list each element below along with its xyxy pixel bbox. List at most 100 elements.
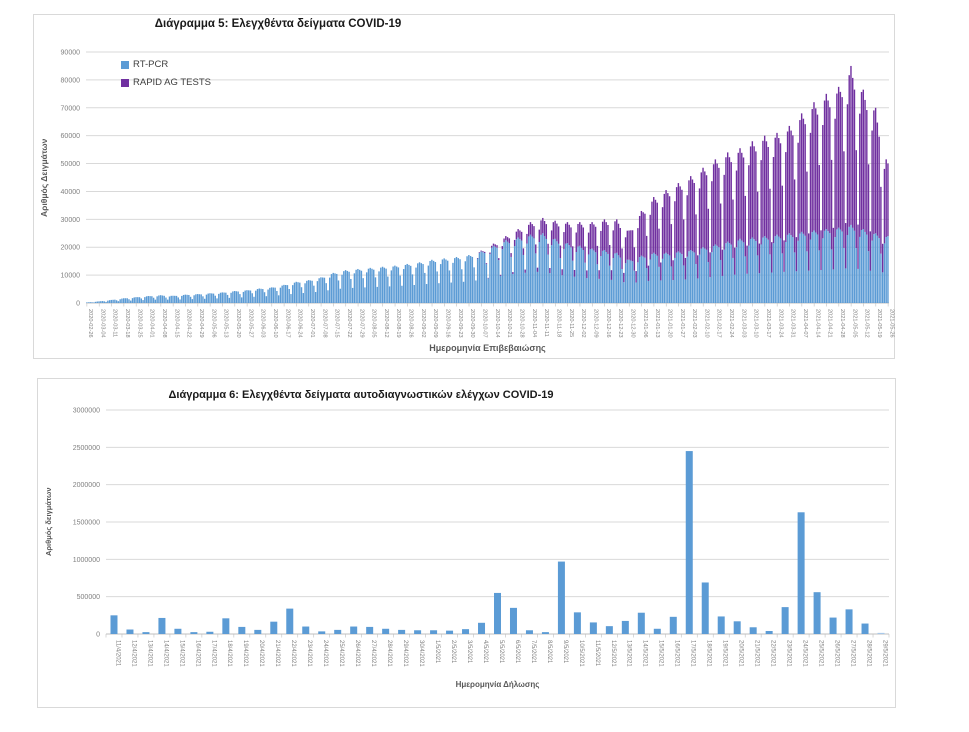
svg-text:26/4/2021: 26/4/2021 xyxy=(354,640,360,667)
svg-text:12/4/2021: 12/4/2021 xyxy=(130,640,136,667)
legend-label-rapid: RAPID AG TESTS xyxy=(133,77,211,88)
svg-text:2020-11-04: 2020-11-04 xyxy=(531,309,537,337)
svg-text:2021-05-05: 2021-05-05 xyxy=(851,309,857,338)
svg-text:2021-01-13: 2021-01-13 xyxy=(654,309,660,338)
svg-text:2021-05-26: 2021-05-26 xyxy=(888,309,894,338)
svg-text:3000000: 3000000 xyxy=(73,408,100,415)
svg-text:23/4/2021: 23/4/2021 xyxy=(306,640,312,667)
svg-text:2020-04-29: 2020-04-29 xyxy=(198,309,204,338)
svg-text:24/4/2021: 24/4/2021 xyxy=(322,640,328,667)
svg-text:25/5/2021: 25/5/2021 xyxy=(817,640,823,667)
svg-text:2020-07-29: 2020-07-29 xyxy=(358,309,364,338)
svg-text:2021-02-24: 2021-02-24 xyxy=(728,309,734,338)
svg-text:500000: 500000 xyxy=(77,594,100,601)
svg-text:2021-04-21: 2021-04-21 xyxy=(827,309,833,338)
svg-text:3/5/2021: 3/5/2021 xyxy=(466,640,472,664)
svg-text:20/4/2021: 20/4/2021 xyxy=(258,640,264,667)
svg-text:1500000: 1500000 xyxy=(73,520,100,527)
svg-text:0: 0 xyxy=(76,301,80,308)
svg-text:26/5/2021: 26/5/2021 xyxy=(833,640,839,667)
svg-text:2020-02-26: 2020-02-26 xyxy=(87,309,93,338)
rtpcr-color-swatch-icon xyxy=(121,60,129,69)
svg-text:6/5/2021: 6/5/2021 xyxy=(514,640,520,664)
svg-text:2021-03-10: 2021-03-10 xyxy=(753,309,759,338)
svg-text:70000: 70000 xyxy=(61,105,81,112)
svg-text:2020-09-16: 2020-09-16 xyxy=(445,309,451,338)
svg-text:15/4/2021: 15/4/2021 xyxy=(178,640,184,667)
chart5-y-tick-labels: 0 10000 20000 30000 40000 50000 60000 70000 8000… xyxy=(61,50,81,308)
svg-text:4/5/2021: 4/5/2021 xyxy=(482,640,488,664)
svg-text:20000: 20000 xyxy=(61,245,81,252)
svg-text:7/5/2021: 7/5/2021 xyxy=(530,640,536,664)
svg-text:16/5/2021: 16/5/2021 xyxy=(674,640,680,667)
svg-text:2020-08-19: 2020-08-19 xyxy=(395,309,401,338)
svg-text:27/4/2021: 27/4/2021 xyxy=(370,640,376,667)
chart6-y-axis-title: Αριθμός δειγμάτων xyxy=(44,487,53,557)
legend-item-rapid: RAPID AG TESTS xyxy=(121,77,211,88)
chart6-x-axis-title: Ημερομηνία Δήλωσης xyxy=(455,680,540,689)
svg-text:2020-12-09: 2020-12-09 xyxy=(592,309,598,338)
svg-text:5/5/2021: 5/5/2021 xyxy=(498,640,504,664)
svg-text:2020-04-08: 2020-04-08 xyxy=(161,309,167,338)
chart6-x-tick-labels: 11/4/2021 12/4/2021 13/4/2021 14/4/2021 15/4… xyxy=(105,634,890,667)
svg-text:2020-10-28: 2020-10-28 xyxy=(519,309,525,338)
svg-text:0: 0 xyxy=(96,632,100,639)
chart5-legend: RT-PCR RAPID AG TESTS xyxy=(121,59,211,88)
svg-text:2020-04-22: 2020-04-22 xyxy=(186,309,192,338)
chart6-title: Διάγραμμα 6: Ελεγχθέντα δείγματα αυτοδια… xyxy=(168,389,554,401)
svg-text:2021-04-28: 2021-04-28 xyxy=(839,309,845,338)
svg-text:2021-05-19: 2021-05-19 xyxy=(876,309,882,338)
svg-text:2020-08-26: 2020-08-26 xyxy=(408,309,414,338)
svg-text:21/5/2021: 21/5/2021 xyxy=(754,640,760,667)
svg-text:10/5/2021: 10/5/2021 xyxy=(578,640,584,667)
rapid-color-swatch-icon xyxy=(121,78,129,87)
svg-text:20/5/2021: 20/5/2021 xyxy=(738,640,744,667)
svg-text:2020-09-23: 2020-09-23 xyxy=(457,309,463,338)
svg-text:21/4/2021: 21/4/2021 xyxy=(274,640,280,667)
svg-text:2020-03-25: 2020-03-25 xyxy=(136,309,142,338)
chart5-plot-area: 0 10000 20000 30000 40000 50000 60000 70000 8000… xyxy=(61,50,895,338)
svg-text:2020-09-09: 2020-09-09 xyxy=(432,309,438,338)
svg-text:2020-06-03: 2020-06-03 xyxy=(260,309,266,338)
svg-text:10000: 10000 xyxy=(61,273,81,280)
svg-text:2020-04-01: 2020-04-01 xyxy=(149,309,155,338)
svg-text:11/5/2021: 11/5/2021 xyxy=(594,640,600,667)
svg-text:2/5/2021: 2/5/2021 xyxy=(450,640,456,664)
svg-text:27/5/2021: 27/5/2021 xyxy=(849,640,855,667)
svg-text:17/5/2021: 17/5/2021 xyxy=(690,640,696,667)
svg-text:60000: 60000 xyxy=(61,133,81,140)
svg-text:2021-01-06: 2021-01-06 xyxy=(642,309,648,338)
svg-text:2020-12-23: 2020-12-23 xyxy=(617,309,623,338)
chart6-bars xyxy=(110,451,885,634)
chart5-title: Διάγραμμα 5: Ελεγχθέντα δείγματα COVID-1… xyxy=(154,18,402,30)
chart6-self-test-samples: 0 500000 1000000 1500000 2000000 2500000 30000… xyxy=(37,378,896,708)
chart5-covid-tested-samples: 0 10000 20000 30000 40000 50000 60000 70000 8000… xyxy=(33,14,895,359)
svg-text:16/4/2021: 16/4/2021 xyxy=(194,640,200,667)
svg-text:2020-10-07: 2020-10-07 xyxy=(482,309,488,338)
svg-text:11/4/2021: 11/4/2021 xyxy=(114,640,120,667)
svg-text:2020-11-25: 2020-11-25 xyxy=(568,309,574,337)
chart5-x-tick-labels: 2020-02-26 2020-03-04 2020-03-11 2020-03-18… xyxy=(86,303,894,338)
svg-text:24/5/2021: 24/5/2021 xyxy=(802,640,808,667)
svg-text:2020-07-01: 2020-07-01 xyxy=(309,309,315,338)
chart5-x-axis-title: Ημερομηνία Επιβεβαιώσης xyxy=(429,343,546,353)
svg-text:1000000: 1000000 xyxy=(73,557,100,564)
legend-item-rtpcr: RT-PCR xyxy=(121,59,211,70)
svg-text:2021-04-07: 2021-04-07 xyxy=(802,309,808,338)
legend-label-rtpcr: RT-PCR xyxy=(133,59,169,70)
svg-text:2020-12-16: 2020-12-16 xyxy=(605,309,611,338)
chart5-y-axis-title: Αριθμός Δειγμάτων xyxy=(39,138,49,217)
svg-text:29/5/2021: 29/5/2021 xyxy=(881,640,887,667)
svg-text:2021-02-10: 2021-02-10 xyxy=(703,309,709,338)
svg-text:1/5/2021: 1/5/2021 xyxy=(434,640,440,664)
svg-text:90000: 90000 xyxy=(61,50,81,57)
svg-text:2020-11-18: 2020-11-18 xyxy=(555,309,561,337)
svg-text:13/5/2021: 13/5/2021 xyxy=(626,640,632,667)
svg-text:40000: 40000 xyxy=(61,189,81,196)
svg-text:19/4/2021: 19/4/2021 xyxy=(242,640,248,667)
svg-text:17/4/2021: 17/4/2021 xyxy=(210,640,216,667)
svg-text:2020-10-21: 2020-10-21 xyxy=(506,309,512,338)
svg-text:25/4/2021: 25/4/2021 xyxy=(338,640,344,667)
svg-text:28/5/2021: 28/5/2021 xyxy=(865,640,871,667)
svg-text:2020-07-08: 2020-07-08 xyxy=(321,309,327,338)
